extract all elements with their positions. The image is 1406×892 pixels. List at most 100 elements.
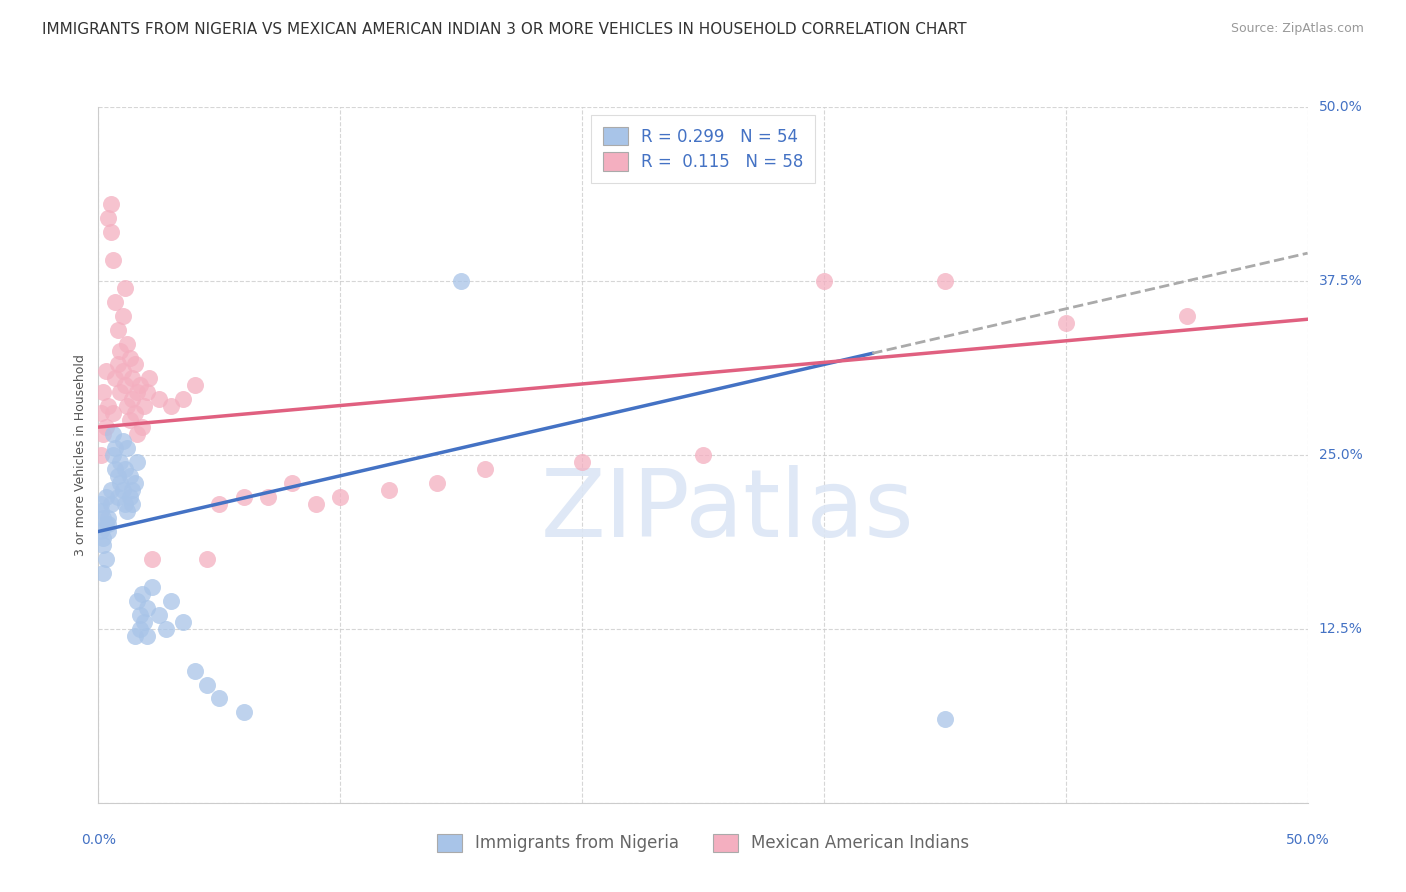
Point	[111, 434, 134, 448]
Point	[281, 475, 304, 490]
Point	[91, 538, 114, 552]
Point	[1175, 309, 1198, 323]
Point	[97, 399, 120, 413]
Point	[114, 462, 136, 476]
Point	[121, 483, 143, 497]
Point	[90, 497, 112, 511]
Point	[117, 503, 139, 517]
Point	[91, 427, 114, 442]
Point	[148, 607, 170, 622]
Text: ZIPatlas: ZIPatlas	[540, 465, 914, 557]
Point	[104, 294, 127, 309]
Point	[135, 629, 157, 643]
Point	[256, 490, 278, 504]
Point	[377, 483, 399, 497]
Text: 50.0%: 50.0%	[1285, 833, 1330, 847]
Point	[94, 490, 117, 504]
Point	[1054, 316, 1077, 330]
Point	[108, 475, 131, 490]
Point	[111, 483, 134, 497]
Point	[134, 615, 156, 629]
Point	[121, 392, 143, 407]
Point	[127, 385, 149, 400]
Text: Source: ZipAtlas.com: Source: ZipAtlas.com	[1230, 22, 1364, 36]
Point	[172, 615, 194, 629]
Point	[208, 691, 231, 706]
Point	[114, 378, 136, 392]
Point	[100, 225, 122, 239]
Point	[97, 517, 120, 532]
Point	[329, 490, 352, 504]
Point	[97, 510, 120, 524]
Point	[148, 392, 170, 407]
Point	[108, 455, 131, 469]
Text: 50.0%: 50.0%	[1319, 100, 1362, 114]
Point	[124, 475, 146, 490]
Point	[101, 427, 124, 442]
Point	[124, 406, 146, 420]
Point	[571, 455, 593, 469]
Point	[934, 274, 956, 288]
Point	[111, 309, 134, 323]
Point	[121, 497, 143, 511]
Text: 25.0%: 25.0%	[1319, 448, 1362, 462]
Point	[208, 497, 231, 511]
Point	[111, 364, 134, 378]
Point	[104, 462, 127, 476]
Point	[91, 566, 114, 581]
Point	[184, 664, 207, 678]
Point	[100, 483, 122, 497]
Point	[117, 441, 139, 455]
Text: 0.0%: 0.0%	[82, 833, 115, 847]
Point	[184, 378, 207, 392]
Point	[107, 468, 129, 483]
Point	[90, 406, 112, 420]
Point	[127, 594, 149, 608]
Point	[100, 497, 122, 511]
Point	[128, 607, 150, 622]
Point	[131, 420, 153, 434]
Point	[107, 358, 129, 372]
Point	[474, 462, 496, 476]
Point	[195, 552, 218, 566]
Point	[94, 517, 117, 532]
Point	[91, 385, 114, 400]
Point	[124, 358, 146, 372]
Point	[934, 712, 956, 726]
Point	[813, 274, 835, 288]
Point	[118, 413, 141, 427]
Point	[107, 490, 129, 504]
Point	[90, 503, 112, 517]
Y-axis label: 3 or more Vehicles in Household: 3 or more Vehicles in Household	[75, 354, 87, 556]
Point	[128, 378, 150, 392]
Point	[305, 497, 328, 511]
Point	[117, 399, 139, 413]
Point	[155, 622, 177, 636]
Point	[172, 392, 194, 407]
Legend: Immigrants from Nigeria, Mexican American Indians: Immigrants from Nigeria, Mexican America…	[425, 822, 981, 864]
Text: 12.5%: 12.5%	[1319, 622, 1362, 636]
Text: IMMIGRANTS FROM NIGERIA VS MEXICAN AMERICAN INDIAN 3 OR MORE VEHICLES IN HOUSEHO: IMMIGRANTS FROM NIGERIA VS MEXICAN AMERI…	[42, 22, 967, 37]
Point	[90, 448, 112, 462]
Point	[232, 490, 254, 504]
Point	[128, 622, 150, 636]
Point	[195, 677, 218, 691]
Point	[100, 197, 122, 211]
Point	[141, 580, 163, 594]
Point	[121, 371, 143, 385]
Point	[134, 399, 156, 413]
Point	[104, 371, 127, 385]
Point	[101, 253, 124, 268]
Point	[135, 601, 157, 615]
Point	[90, 524, 112, 539]
Point	[124, 629, 146, 643]
Point	[94, 552, 117, 566]
Point	[101, 448, 124, 462]
Point	[135, 385, 157, 400]
Point	[91, 532, 114, 546]
Point	[114, 497, 136, 511]
Point	[97, 524, 120, 539]
Point	[692, 448, 714, 462]
Point	[108, 385, 131, 400]
Point	[108, 343, 131, 358]
